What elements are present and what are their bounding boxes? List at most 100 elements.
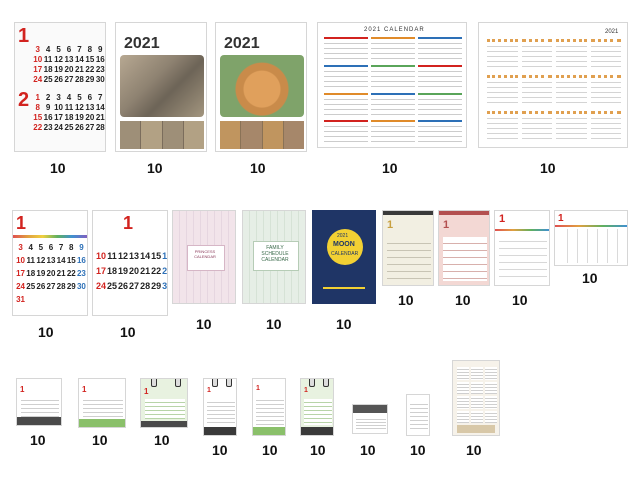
calendar-small-white[interactable]: 1 bbox=[494, 210, 550, 286]
calendar-year: 2021 bbox=[124, 35, 160, 52]
desk-calendar-mini-white[interactable] bbox=[406, 394, 430, 436]
stand-base bbox=[301, 427, 333, 435]
calendar-title: FAMILY SCHEDULE CALENDAR bbox=[261, 245, 289, 263]
calendar-title: CALENDAR bbox=[331, 251, 359, 257]
days-grid bbox=[256, 397, 284, 425]
day-number: 27 bbox=[46, 282, 56, 291]
days-grid: 3 4 5 6 7 8 9 10 11 12 13 14 15 16 17 18 19 20 21 22 23 24 25 2… bbox=[16, 243, 86, 304]
day-number: 10 bbox=[96, 251, 107, 261]
day-number: 4 bbox=[28, 243, 33, 252]
day-number: 17 bbox=[16, 269, 26, 278]
month-number-a: 1 bbox=[18, 25, 30, 47]
calendar-dog-photo[interactable]: 2021 bbox=[215, 22, 307, 152]
days-grid bbox=[207, 399, 235, 425]
calendar-landscape-monthly[interactable]: 1 bbox=[554, 210, 628, 266]
day-number: 22 bbox=[66, 269, 76, 278]
day-number: 6 bbox=[87, 93, 93, 102]
day-number: 19 bbox=[36, 269, 46, 278]
day-number: 18 bbox=[26, 269, 36, 278]
day-number: 21 bbox=[56, 269, 66, 278]
quantity-label: 10 bbox=[410, 442, 426, 458]
day-number: 14 bbox=[140, 251, 151, 261]
title-card bbox=[253, 241, 299, 271]
day-number: 13 bbox=[46, 256, 56, 265]
day-number: 18 bbox=[43, 65, 53, 74]
desk-calendar-yearly-stand[interactable] bbox=[452, 360, 500, 436]
day-number: 20 bbox=[64, 65, 74, 74]
day-number: 20 bbox=[46, 269, 56, 278]
desk-calendar-green[interactable]: 1 bbox=[78, 378, 126, 428]
quantity-label: 10 bbox=[266, 316, 282, 332]
day-number: 5 bbox=[38, 243, 44, 252]
day-number: 28 bbox=[74, 75, 84, 84]
desk-calendar-mini-dark[interactable] bbox=[352, 404, 388, 434]
desk-calendar-gray[interactable]: 1 bbox=[16, 378, 62, 426]
month-number: 1 bbox=[387, 219, 394, 231]
calendar-small-pink[interactable]: 1 bbox=[438, 210, 490, 286]
day-number: 22 bbox=[33, 123, 43, 132]
calendar-colorful-monthly[interactable]: 1 3 4 5 6 7 8 9 10 11 12 13 14 15 16 17 18 19 20 21 22 23 24 2… bbox=[12, 210, 88, 316]
calendar-year: 2021 bbox=[605, 29, 619, 35]
month-number-b: 2 bbox=[18, 89, 30, 111]
day-number: 17 bbox=[96, 266, 107, 276]
quantity-label: 10 bbox=[512, 292, 528, 308]
bottom-band bbox=[323, 287, 365, 289]
day-number: 31 bbox=[16, 295, 26, 304]
day-number: 28 bbox=[140, 281, 151, 291]
days-grid bbox=[558, 229, 626, 263]
month-b-days-grid: 1 2 3 4 5 6 7 8 9 10 11 12 13 14 15 16 17 18 19 20 21 22 23 24 2… bbox=[33, 93, 105, 132]
quantity-label: 10 bbox=[212, 442, 228, 458]
month-number: 1 bbox=[144, 387, 149, 396]
days-grid bbox=[145, 399, 185, 419]
day-number: 23 bbox=[162, 266, 168, 276]
day-number: 27 bbox=[64, 75, 74, 84]
day-number: 9 bbox=[98, 45, 103, 54]
calendar-small-beige[interactable]: 1 bbox=[382, 210, 434, 286]
month-number: 1 bbox=[20, 385, 25, 394]
color-stripe bbox=[13, 235, 87, 238]
day-number: 9 bbox=[45, 103, 51, 112]
day-number: 18 bbox=[107, 266, 118, 276]
quantity-label: 10 bbox=[147, 160, 163, 176]
day-number: 6 bbox=[66, 45, 72, 54]
thumbnail-strip bbox=[120, 121, 204, 149]
day-number: 11 bbox=[64, 103, 74, 112]
calendar-illustrated-yearly[interactable]: 2021 bbox=[478, 22, 628, 148]
month-number: 1 bbox=[123, 213, 134, 233]
day-number: 11 bbox=[107, 251, 117, 261]
calendar-cat-photo[interactable]: 2021 bbox=[115, 22, 207, 152]
day-number: 28 bbox=[56, 282, 66, 291]
desk-calendar-tall-green[interactable]: 1 bbox=[252, 378, 286, 436]
desk-calendar-green-rings[interactable]: 1 bbox=[140, 378, 188, 428]
day-number: 16 bbox=[162, 251, 168, 261]
day-number: 28 bbox=[95, 123, 105, 132]
day-number: 12 bbox=[36, 256, 46, 265]
month-number: 1 bbox=[256, 385, 260, 392]
desk-calendar-tall-green-rings[interactable]: 1 bbox=[300, 378, 334, 436]
day-number: 21 bbox=[140, 266, 151, 276]
day-number: 7 bbox=[77, 45, 82, 54]
calendar-big-number-two-month[interactable]: 1 3 4 5 6 7 8 9 10 11 12 13 14 15 16 17 18 19 20 21 22 23 24 2… bbox=[14, 22, 106, 152]
day-number: 1 bbox=[35, 93, 40, 102]
day-number: 19 bbox=[74, 113, 84, 122]
calendar-title: PRINCESS CALENDAR bbox=[194, 249, 216, 259]
day-number: 14 bbox=[74, 55, 84, 64]
day-number: 10 bbox=[54, 103, 64, 112]
calendar-princess[interactable]: PRINCESS CALENDAR bbox=[172, 210, 236, 304]
binding-ring bbox=[226, 379, 232, 387]
calendar-family-schedule[interactable]: FAMILY SCHEDULE CALENDAR bbox=[242, 210, 306, 304]
month-number: 1 bbox=[558, 213, 564, 224]
desk-calendar-tall-dark[interactable]: 1 bbox=[203, 378, 237, 436]
calendar-yearly-poster[interactable]: 2021 CALENDAR bbox=[317, 22, 467, 148]
day-number: 24 bbox=[33, 75, 43, 84]
calendar-year: 2021 bbox=[224, 35, 260, 52]
months-grid bbox=[457, 367, 497, 423]
day-number: 12 bbox=[54, 55, 64, 64]
day-number: 26 bbox=[74, 123, 84, 132]
calendar-moon[interactable]: 2021 MOON CALENDAR bbox=[312, 210, 376, 304]
quantity-label: 10 bbox=[540, 160, 556, 176]
day-number: 7 bbox=[98, 93, 103, 102]
dog-photo bbox=[220, 55, 304, 117]
month-number: 1 bbox=[82, 385, 87, 394]
